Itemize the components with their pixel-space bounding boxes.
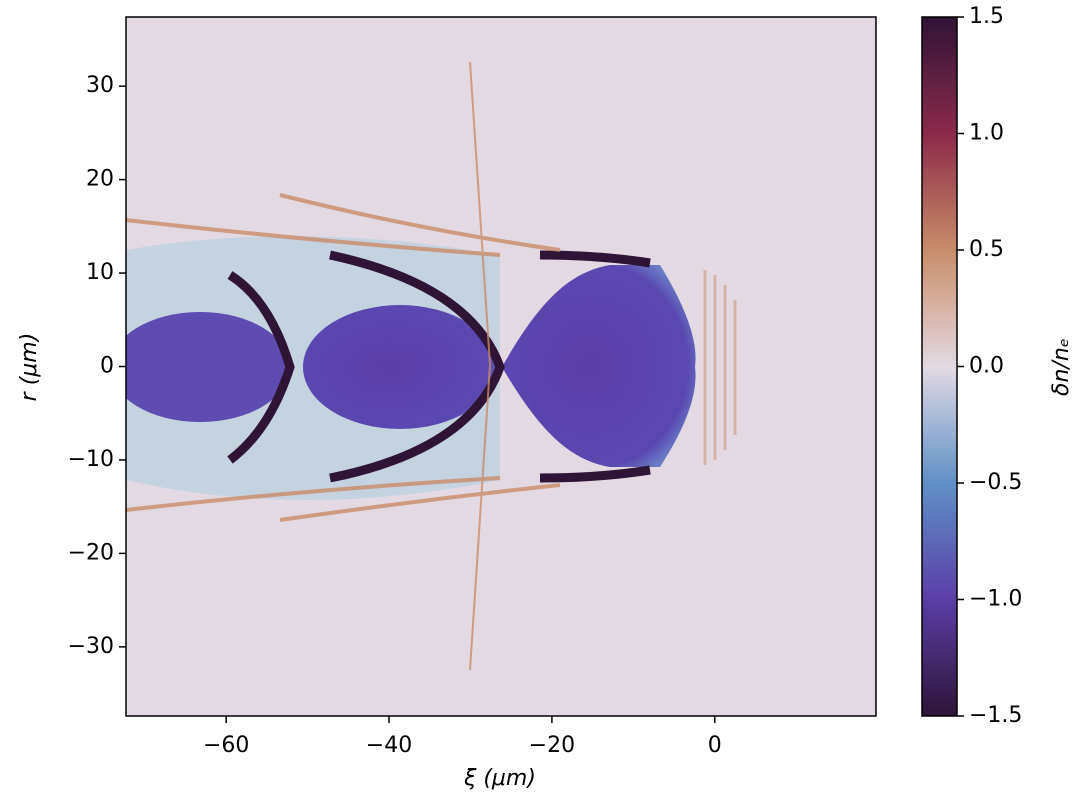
density-map [126,17,876,716]
x-tick-label: −40 [366,733,412,758]
colorbar-tick-label: 0.0 [969,354,1004,379]
x-tick-label: −60 [203,733,249,758]
sheath [227,250,651,483]
y-axis-label: r (μm) [17,333,42,402]
y-tick-label: 10 [86,260,114,285]
filament [126,61,561,671]
bubble [502,265,696,467]
colorbar-tick-label: 1.5 [969,4,1004,29]
y-tick-label: 0 [100,354,114,379]
x-axis-label: ξ (μm) [463,766,536,791]
y-tick-label: −10 [68,447,114,472]
y-tick-label: −30 [68,634,114,659]
colorbar-tick-label: 1.0 [969,121,1004,146]
laser-fringes [703,270,737,465]
colorbar-tick-label: −1.0 [969,587,1022,612]
colorbar-label: δn/nₑ [1049,338,1074,396]
bubble [303,305,497,429]
y-tick-label: 20 [86,167,114,192]
colorbar-tick-label: −0.5 [969,470,1022,495]
x-tick-label: 0 [708,733,722,758]
colorbar-tick-label: −1.5 [969,703,1022,728]
x-tick-label: −20 [529,733,575,758]
bubble [126,312,290,422]
colorbar-tick-label: 0.5 [969,237,1004,262]
y-tick-label: 30 [86,73,114,98]
colorbar [921,16,958,717]
y-tick-label: −20 [68,540,114,565]
